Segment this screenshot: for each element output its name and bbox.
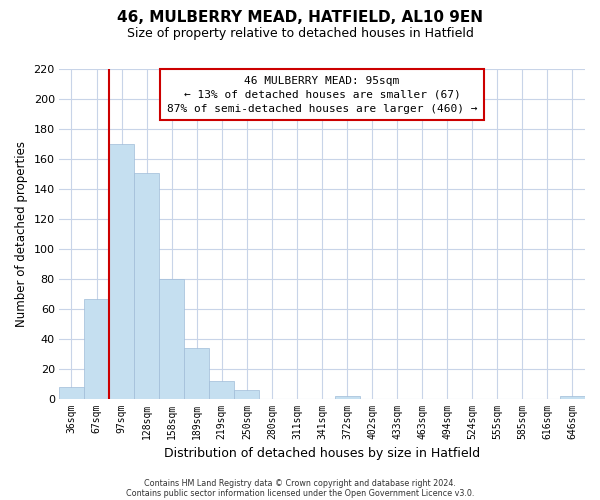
Text: Size of property relative to detached houses in Hatfield: Size of property relative to detached ho… <box>127 28 473 40</box>
Bar <box>560 396 585 399</box>
Text: 46, MULBERRY MEAD, HATFIELD, AL10 9EN: 46, MULBERRY MEAD, HATFIELD, AL10 9EN <box>117 10 483 25</box>
Bar <box>335 396 359 399</box>
Bar <box>235 390 259 399</box>
Text: Contains HM Land Registry data © Crown copyright and database right 2024.: Contains HM Land Registry data © Crown c… <box>144 478 456 488</box>
X-axis label: Distribution of detached houses by size in Hatfield: Distribution of detached houses by size … <box>164 447 480 460</box>
Bar <box>84 298 109 399</box>
Y-axis label: Number of detached properties: Number of detached properties <box>15 141 28 327</box>
Bar <box>209 381 235 399</box>
Text: 46 MULBERRY MEAD: 95sqm
← 13% of detached houses are smaller (67)
87% of semi-de: 46 MULBERRY MEAD: 95sqm ← 13% of detache… <box>167 76 477 114</box>
Bar <box>184 348 209 399</box>
Bar <box>134 172 159 399</box>
Bar <box>109 144 134 399</box>
Bar <box>159 279 184 399</box>
Bar <box>59 387 84 399</box>
Text: Contains public sector information licensed under the Open Government Licence v3: Contains public sector information licen… <box>126 488 474 498</box>
